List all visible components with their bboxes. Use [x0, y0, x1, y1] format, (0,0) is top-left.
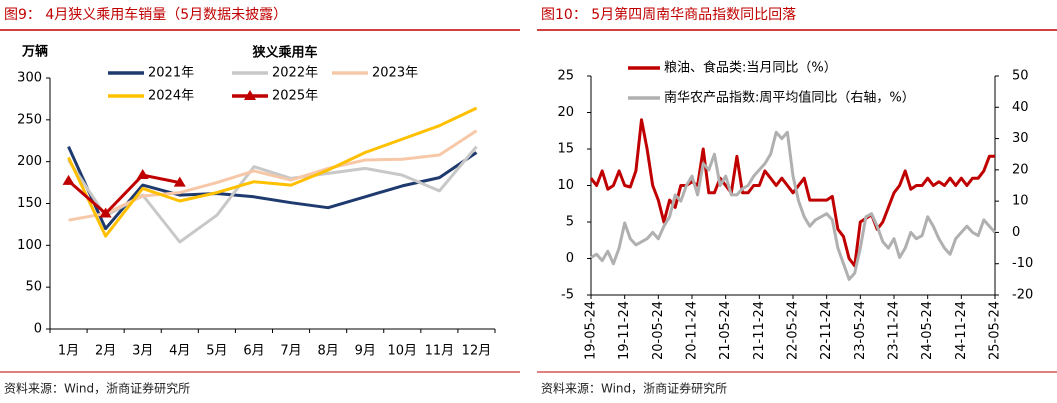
y-tick-label: 150: [17, 196, 42, 211]
y-tick-label: 300: [17, 71, 42, 86]
marker: [173, 176, 186, 187]
x-tick-label: 23-05-24: [853, 301, 868, 360]
y-tick-label: 100: [17, 238, 42, 253]
y2-tick-label: 30: [1012, 131, 1029, 146]
y-tick-label: 0: [566, 251, 574, 266]
chart-title: 图10： 5月第四周南华商品指数同比回落: [541, 6, 796, 23]
y-tick-label: 10: [557, 178, 574, 193]
series-line: [67, 145, 478, 231]
x-tick-label: 11月: [425, 344, 455, 359]
y2-tick-label: 0: [1012, 225, 1020, 240]
y-tick-label: 25: [557, 69, 574, 84]
x-tick-label: 24-11-24: [954, 301, 969, 360]
x-tick-label: 21-11-24: [752, 301, 767, 360]
y-tick-label: 5: [566, 215, 574, 230]
legend-label: 2024年: [148, 89, 194, 104]
y-tick-label: -5: [561, 288, 574, 303]
legend-marker: [244, 90, 256, 100]
y2-tick-label: 50: [1012, 69, 1029, 84]
x-tick-label: 6月: [243, 344, 264, 359]
x-tick-label: 9月: [355, 344, 376, 359]
legend-label: 粮油、食品类:当月同比（%）: [664, 60, 837, 76]
y-tick-label: 20: [557, 105, 574, 120]
legend-label: 南华农产品指数:周平均值同比（右轴，%）: [664, 90, 915, 106]
x-tick-label: 7月: [280, 344, 301, 359]
y-tick-label: 50: [25, 280, 42, 295]
x-tick-label: 22-05-24: [786, 301, 801, 360]
x-tick-label: 5月: [206, 344, 227, 359]
x-tick-label: 2月: [95, 344, 116, 359]
x-tick-label: 22-11-24: [819, 301, 834, 360]
y2-tick-label: -10: [1012, 256, 1033, 271]
series-line: [68, 129, 478, 222]
series-line: [590, 130, 997, 281]
marker: [99, 207, 112, 218]
x-tick-label: 25-05-24: [988, 301, 1003, 360]
x-tick-label: 1月: [58, 344, 79, 359]
legend-label: 2025年: [272, 89, 318, 104]
legend-label: 2023年: [372, 66, 418, 81]
y-tick-label: 15: [557, 142, 574, 157]
x-tick-label: 3月: [132, 344, 153, 359]
x-tick-label: 20-05-24: [651, 301, 666, 360]
y2-tick-label: -20: [1012, 288, 1033, 303]
x-tick-label: 19-05-24: [584, 301, 599, 360]
y-tick-label: 0: [34, 322, 42, 337]
marker: [136, 169, 149, 180]
y-tick-label: 250: [17, 112, 42, 127]
x-tick-label: 10月: [388, 344, 418, 359]
series-line: [589, 118, 995, 268]
series-line: [67, 173, 181, 215]
y2-tick-label: 40: [1012, 100, 1029, 115]
series-line: [67, 145, 478, 244]
y2-tick-label: 10: [1012, 194, 1029, 209]
source: 资料来源：Wind，浙商证券研究所: [541, 381, 727, 396]
legend-label: 2021年: [148, 66, 194, 81]
y2-tick-label: 20: [1012, 162, 1029, 177]
x-tick-label: 24-05-24: [920, 301, 935, 360]
x-tick-label: 4月: [169, 344, 190, 359]
chart-title: 图9： 4月狭义乘用车销量（5月数据未披露）: [4, 6, 287, 23]
x-tick-label: 23-11-24: [887, 301, 902, 360]
source: 资料来源：Wind，浙商证券研究所: [4, 381, 190, 396]
x-tick-label: 21-05-24: [718, 301, 733, 360]
x-tick-label: 19-11-24: [617, 301, 632, 360]
y-axis-label: 万辆: [21, 44, 48, 60]
y-tick-label: 200: [17, 154, 42, 169]
legend-label: 2022年: [272, 66, 318, 81]
x-tick-label: 20-11-24: [685, 301, 700, 360]
x-tick-label: 12月: [462, 344, 492, 359]
x-tick-label: 8月: [317, 344, 338, 359]
marker: [62, 174, 75, 185]
legend-title: 狭义乘用车: [251, 45, 317, 61]
series-line: [67, 106, 478, 238]
